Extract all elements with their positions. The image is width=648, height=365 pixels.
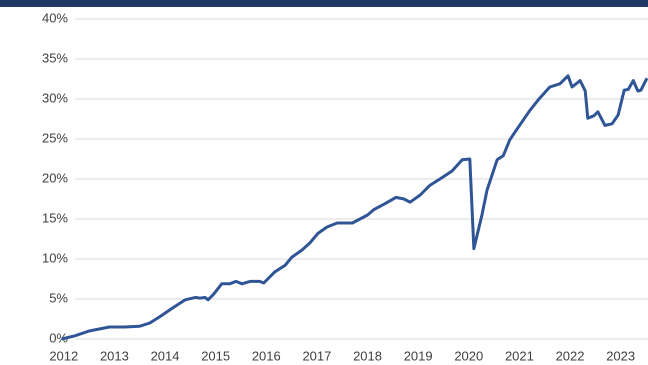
y-tick-label: 0% bbox=[49, 330, 68, 345]
x-tick-label: 2022 bbox=[556, 348, 585, 363]
y-tick-label: 10% bbox=[42, 250, 68, 265]
x-tick-label: 2014 bbox=[151, 348, 180, 363]
data-line bbox=[61, 74, 648, 341]
x-tick-label: 2013 bbox=[100, 348, 129, 363]
x-tick-label: 2016 bbox=[252, 348, 281, 363]
y-tick-label: 15% bbox=[42, 210, 68, 225]
x-tick-label: 2017 bbox=[302, 348, 331, 363]
x-tick-label: 2023 bbox=[606, 348, 635, 363]
y-tick-label: 20% bbox=[42, 170, 68, 185]
y-tick-label: 40% bbox=[42, 10, 68, 25]
x-tick-label: 2018 bbox=[353, 348, 382, 363]
x-tick-label: 2020 bbox=[454, 348, 483, 363]
header-band bbox=[0, 0, 648, 7]
y-tick-label: 5% bbox=[49, 290, 68, 305]
x-tick-label: 2015 bbox=[201, 348, 230, 363]
x-tick-label: 2012 bbox=[49, 348, 78, 363]
y-tick-label: 30% bbox=[42, 90, 68, 105]
y-tick-label: 35% bbox=[42, 50, 68, 65]
x-tick-label: 2021 bbox=[505, 348, 534, 363]
y-tick-label: 25% bbox=[42, 130, 68, 145]
x-tick-label: 2019 bbox=[404, 348, 433, 363]
